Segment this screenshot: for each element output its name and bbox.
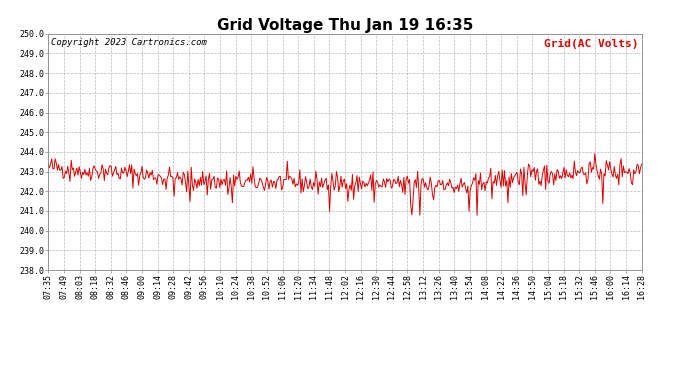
Title: Grid Voltage Thu Jan 19 16:35: Grid Voltage Thu Jan 19 16:35 bbox=[217, 18, 473, 33]
Text: Copyright 2023 Cartronics.com: Copyright 2023 Cartronics.com bbox=[51, 39, 207, 48]
Text: Grid(AC Volts): Grid(AC Volts) bbox=[544, 39, 639, 48]
